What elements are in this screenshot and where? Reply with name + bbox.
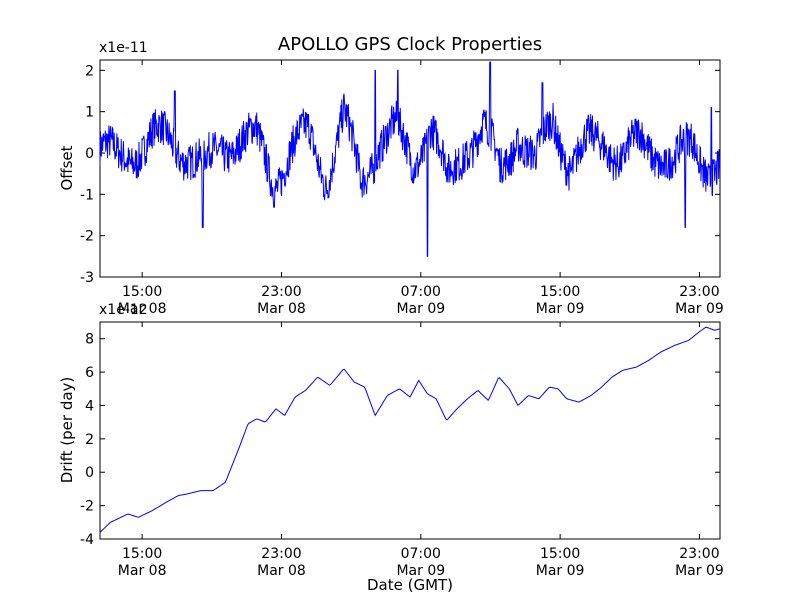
offset-ylabel: Offset	[58, 145, 76, 190]
drift-ytick-label: -2	[80, 499, 94, 515]
drift-xtick-time: 23:00	[261, 546, 301, 562]
shared-xlabel: Date (GMT)	[367, 576, 453, 594]
drift-ytick-label: 4	[85, 398, 94, 414]
offset-series-line	[99, 61, 721, 257]
drift-series-line	[99, 326, 721, 533]
offset-xtick-day: Mar 08	[118, 301, 167, 317]
drift-xtick-day: Mar 09	[396, 563, 445, 579]
offset-xtick-day: Mar 09	[536, 301, 585, 317]
figure-title: APOLLO GPS Clock Properties	[278, 34, 542, 55]
drift-xtick-time: 07:00	[401, 546, 441, 562]
drift-ytick-label: -4	[80, 532, 94, 548]
offset-xtick-time: 23:00	[679, 284, 719, 300]
offset-ytick-label: 0	[85, 146, 94, 162]
drift-xtick-time: 23:00	[679, 546, 719, 562]
drift-xtick-day: Mar 09	[675, 563, 724, 579]
offset-xtick-time: 23:00	[261, 284, 301, 300]
drift-xtick-time: 15:00	[540, 546, 580, 562]
drift-plot-frame	[99, 321, 721, 540]
offset-multiplier: x1e-11	[99, 40, 148, 56]
offset-xtick-day: Mar 09	[396, 301, 445, 317]
offset-xtick-time: 15:00	[540, 284, 580, 300]
drift-multiplier: x1e-12	[99, 302, 148, 318]
offset-ytick-label: -3	[80, 270, 94, 286]
offset-ytick-label: 1	[85, 105, 94, 121]
drift-xtick-day: Mar 09	[536, 563, 585, 579]
offset-xtick-time: 15:00	[122, 284, 162, 300]
offset-xtick-day: Mar 09	[675, 301, 724, 317]
drift-xtick-time: 15:00	[122, 546, 162, 562]
offset-ytick-label: -1	[80, 187, 94, 203]
offset-ytick-label: -2	[80, 229, 94, 245]
drift-ytick-label: 0	[85, 465, 94, 481]
drift-ytick-label: 2	[85, 432, 94, 448]
drift-ytick-label: 8	[85, 332, 94, 348]
offset-xtick-day: Mar 08	[257, 301, 306, 317]
drift-xtick-day: Mar 08	[118, 563, 167, 579]
drift-xtick-day: Mar 08	[257, 563, 306, 579]
offset-ytick-label: 2	[85, 63, 94, 79]
drift-ytick-label: 6	[85, 365, 94, 381]
offset-xtick-time: 07:00	[401, 284, 441, 300]
drift-ylabel: Drift (per day)	[58, 377, 76, 484]
